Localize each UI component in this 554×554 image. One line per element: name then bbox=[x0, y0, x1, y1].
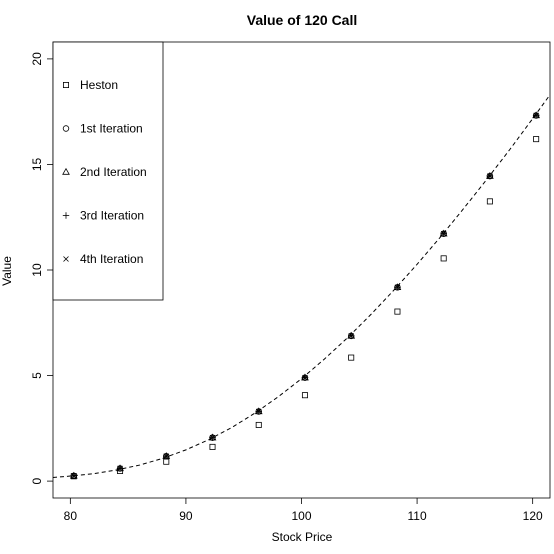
data-point-d2 bbox=[117, 465, 123, 472]
data-point-d2 bbox=[255, 408, 262, 415]
data-point-d2 bbox=[394, 284, 401, 291]
data-point bbox=[533, 112, 539, 119]
legend-marker-shape bbox=[62, 125, 70, 132]
data-point-d2 bbox=[487, 173, 493, 179]
data-point-d2 bbox=[348, 333, 354, 339]
legend-label: 1st Iteration bbox=[80, 122, 143, 136]
y-tick-label: 20 bbox=[30, 52, 44, 66]
legend-box bbox=[52, 41, 164, 301]
data-point bbox=[117, 465, 123, 472]
y-tick-label: 10 bbox=[30, 263, 44, 277]
data-point-d2 bbox=[71, 473, 77, 479]
legend-marker bbox=[62, 167, 70, 175]
data-point-d2 bbox=[440, 230, 447, 237]
dashed-curve bbox=[53, 94, 550, 479]
data-point-d2 bbox=[163, 453, 170, 459]
legend-marker-shape bbox=[62, 167, 70, 175]
x-tick-label: 110 bbox=[408, 509, 427, 523]
legend-marker-d2 bbox=[63, 256, 69, 262]
data-point-shape bbox=[255, 421, 262, 428]
chart-title: Value of 120 Call bbox=[247, 12, 358, 28]
data-point bbox=[301, 392, 308, 399]
legend-marker-shape bbox=[63, 82, 70, 89]
data-point-shape bbox=[348, 354, 355, 361]
data-point bbox=[71, 473, 77, 479]
data-point-shape bbox=[486, 198, 493, 205]
data-point bbox=[533, 136, 540, 143]
data-point-shape bbox=[209, 443, 216, 450]
y-tick-label: 5 bbox=[30, 372, 44, 379]
curve-layer bbox=[53, 94, 550, 479]
data-point bbox=[440, 230, 447, 237]
data-point bbox=[209, 434, 216, 441]
data-point-shape bbox=[163, 458, 170, 465]
data-point bbox=[255, 408, 262, 415]
data-point-shape bbox=[394, 308, 401, 315]
series-4 bbox=[71, 112, 539, 479]
legend-marker bbox=[62, 125, 70, 132]
data-point bbox=[163, 453, 170, 459]
y-tick-label: 15 bbox=[30, 157, 44, 171]
x-tick-label: 80 bbox=[64, 509, 78, 523]
x-axis-label: Stock Price bbox=[272, 530, 333, 544]
data-point bbox=[209, 443, 216, 450]
legend-label: Heston bbox=[80, 78, 118, 92]
legend-label: 4th Iteration bbox=[80, 252, 143, 266]
y-tick-label: 0 bbox=[30, 477, 44, 484]
data-point bbox=[302, 374, 308, 381]
data-point bbox=[487, 173, 493, 179]
points-layer bbox=[69, 111, 541, 480]
legend-marker bbox=[62, 212, 70, 219]
legend-label: 2nd Iteration bbox=[80, 165, 147, 179]
data-point bbox=[348, 333, 354, 339]
x-tick-label: 90 bbox=[179, 509, 193, 523]
x-tick-label: 120 bbox=[523, 509, 543, 523]
x-tick-label: 100 bbox=[291, 509, 311, 523]
data-point bbox=[394, 308, 401, 315]
data-point-d2 bbox=[302, 374, 308, 381]
data-point bbox=[348, 354, 355, 361]
legend-label: 3rd Iteration bbox=[80, 209, 144, 223]
y-axis-label: Value bbox=[0, 256, 14, 286]
data-point-shape bbox=[301, 392, 308, 399]
legend-marker bbox=[63, 256, 69, 262]
legend-marker bbox=[63, 82, 70, 89]
data-point bbox=[440, 255, 447, 262]
data-point bbox=[486, 198, 493, 205]
data-point-shape bbox=[533, 136, 540, 143]
data-point-d2 bbox=[209, 434, 216, 441]
data-point-shape bbox=[440, 255, 447, 262]
legend: Heston 1st Iteration 2nd Iteration 3rd Iter… bbox=[52, 41, 164, 301]
axes: 80 90 100 110 120 0 5 10 15 20 bbox=[30, 52, 543, 523]
data-point bbox=[163, 458, 170, 465]
data-point-d2 bbox=[533, 112, 539, 119]
data-point bbox=[394, 284, 401, 291]
data-point bbox=[255, 421, 262, 428]
